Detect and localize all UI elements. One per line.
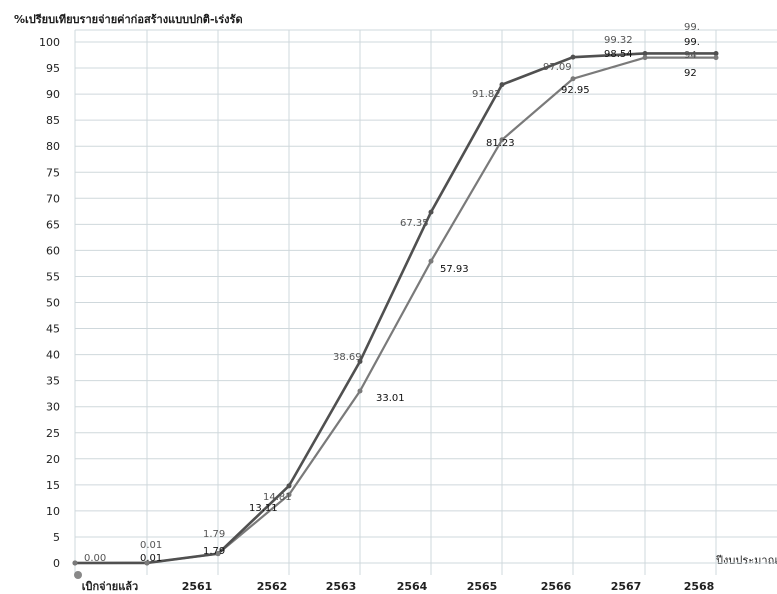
x-axis-title: ปีงบประมาณ [715, 554, 777, 567]
x-tick-label: 2563 [326, 580, 357, 593]
series-1-data-label: 0.00 [84, 553, 106, 564]
x-tick-label: 2568 [684, 580, 715, 593]
series-2-point [429, 259, 434, 264]
y-tick-label: 100 [39, 36, 60, 49]
series-1-data-label: 91.82 [472, 89, 501, 100]
x-tick-label: 2561 [182, 580, 213, 593]
series-lines [73, 51, 719, 579]
series-2-data-label: 81.23 [486, 138, 515, 149]
y-tick-label: 65 [46, 218, 60, 231]
series-1-point [429, 210, 434, 215]
x-tick-label: 2566 [541, 580, 572, 593]
y-tick-label: 90 [46, 88, 60, 101]
y-tick-label: 60 [46, 244, 60, 257]
series-2-data-label: 92.95 [561, 85, 590, 96]
end-data-label: 94 [684, 50, 697, 61]
end-data-label: 92 [684, 68, 697, 79]
series-2-data-label: 99. [684, 37, 700, 48]
y-tick-label: 15 [46, 479, 60, 492]
y-tick-label: 55 [46, 270, 60, 283]
series-2-line [75, 58, 716, 563]
x-tick-label: 2562 [257, 580, 288, 593]
x-tick-label: 2564 [397, 580, 428, 593]
series-1-line [75, 53, 716, 563]
series-1-data-label: 67.35 [400, 218, 429, 229]
series-1-point [571, 55, 576, 60]
series-2-point [643, 55, 648, 60]
y-tick-label: 80 [46, 140, 60, 153]
series-2-point [714, 55, 719, 60]
y-tick-label: 75 [46, 166, 60, 179]
y-tick-label: 50 [46, 297, 60, 310]
series-2-data-label: 13.11 [249, 503, 278, 514]
series-1-data-label: 38.69 [333, 352, 362, 363]
y-tick-label: 30 [46, 401, 60, 414]
x-tick-label: 2567 [611, 580, 642, 593]
series-1-data-label: 1.79 [203, 529, 225, 540]
series-1-data-label: 97.09 [543, 62, 572, 73]
series-2-point [358, 389, 363, 394]
y-tick-label: 70 [46, 192, 60, 205]
x-ticks: เบิกจ่ายแล้ว 2561 2562 2563 2564 2565 2566 2567… [82, 580, 715, 593]
y-tick-label: 95 [46, 62, 60, 75]
series-1-data-label: 99.32 [604, 35, 633, 46]
series-1-point [287, 483, 292, 488]
y-tick-label: 0 [53, 557, 60, 570]
y-tick-label: 10 [46, 505, 60, 518]
series-2-data-label: 57.93 [440, 264, 469, 275]
series-2-point [571, 76, 576, 81]
series-1-point [500, 82, 505, 87]
y-tick-label: 25 [46, 427, 60, 440]
grid [75, 30, 777, 575]
origin-point [74, 571, 82, 579]
x-tick-label: 2565 [467, 580, 498, 593]
series-1-data-label: 0.01 [140, 540, 162, 551]
series-2-point [73, 561, 78, 566]
series-2-data-label: 1.79 [203, 546, 225, 557]
series-2-data-label: 98.54 [604, 49, 633, 60]
series-2-data-label: 0.01 [140, 553, 162, 564]
series-1-data-label: 14.81 [263, 492, 292, 503]
y-tick-label: 45 [46, 323, 60, 336]
y-tick-label: 85 [46, 114, 60, 127]
y-ticks: 0 5 10 15 20 25 30 35 40 45 50 55 60 65 70 75 80 85 90 95 10… [39, 36, 60, 570]
y-tick-label: 5 [53, 531, 60, 544]
x-tick-label: เบิกจ่ายแล้ว [82, 580, 138, 593]
series-1-data-label: 99. [684, 22, 700, 33]
y-tick-label: 20 [46, 453, 60, 466]
series-2-data-label: 33.01 [376, 393, 405, 404]
chart-title: %เปรียบเทียบรายจ่ายค่าก่อสร้างแบบปกติ-เร… [14, 13, 243, 26]
y-tick-label: 40 [46, 349, 60, 362]
y-tick-label: 35 [46, 375, 60, 388]
